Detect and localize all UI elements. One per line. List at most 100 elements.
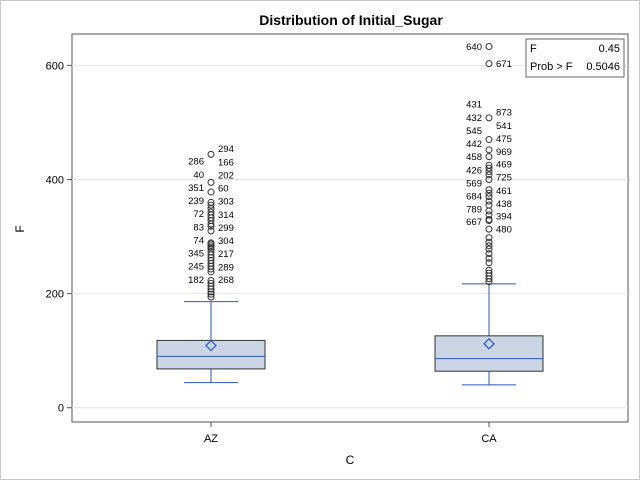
outlier-label: 461: [496, 186, 512, 197]
outlier-point: [207, 293, 215, 301]
outlier-point: [485, 114, 493, 122]
outlier-label: 268: [218, 275, 234, 286]
outlier-point: [485, 60, 493, 68]
outlier-point: [485, 269, 493, 277]
outlier-point: [485, 266, 493, 274]
outlier-label: 299: [218, 223, 234, 234]
outlier-label: 40: [193, 170, 204, 181]
outlier-point: [485, 193, 493, 201]
outlier-label: 432: [466, 113, 482, 124]
outlier-point: [485, 164, 493, 172]
outlier-point: [485, 250, 493, 258]
outlier-point: [485, 211, 493, 219]
stats-box-border: [525, 38, 625, 78]
outlier-label: 182: [188, 275, 204, 286]
outlier-point: [207, 276, 215, 284]
outlier-label: 442: [466, 139, 482, 150]
box-iqr: [434, 335, 544, 372]
outlier-point: [485, 242, 493, 250]
outlier-point: [207, 188, 215, 196]
x-tick-label: CA: [481, 433, 497, 445]
outlier-label: 438: [496, 199, 512, 210]
outlier-label: 431: [466, 100, 482, 111]
stats-value: 0.5046: [586, 61, 620, 73]
y-tick-label: 600: [46, 60, 64, 72]
outlier-point: [207, 239, 215, 247]
outlier-label: 72: [193, 209, 204, 220]
outlier-point: [485, 225, 493, 233]
y-tick-label: 400: [46, 175, 64, 187]
outlier-point: [207, 178, 215, 186]
outlier-label: 541: [496, 121, 512, 132]
outlier-point: [485, 153, 493, 161]
stats-box: F 0.45 Prob > F 0.5046: [525, 38, 625, 78]
outlier-point: [485, 215, 493, 223]
outlier-point: [207, 290, 215, 298]
outlier-label: 480: [496, 225, 512, 236]
outlier-label: 475: [496, 134, 512, 145]
outlier-label: 304: [218, 236, 234, 247]
outlier-point: [207, 201, 215, 209]
outlier-label: 345: [188, 249, 204, 260]
outlier-point: [485, 234, 493, 242]
x-tick-label: AZ: [204, 433, 218, 445]
outlier-label: 83: [193, 222, 204, 233]
outlier-point: [485, 197, 493, 205]
outlier-point: [485, 176, 493, 183]
y-tick-label: 200: [46, 289, 64, 301]
x-axis-label: C: [346, 453, 355, 467]
outlier-point: [485, 254, 493, 262]
outlier-point: [485, 136, 493, 144]
outlier-label: 426: [466, 165, 482, 176]
outlier-label: 469: [496, 160, 512, 171]
y-axis-label: F: [13, 225, 27, 232]
outlier-label: 725: [496, 173, 512, 184]
outlier-label: 671: [496, 59, 512, 70]
outlier-point: [207, 227, 215, 235]
outlier-point: [207, 198, 215, 206]
outlier-point: [485, 207, 493, 215]
outlier-label: 217: [218, 249, 234, 260]
outlier-label: 289: [218, 262, 234, 273]
outlier-point: [485, 146, 493, 154]
outlier-label: 969: [496, 147, 512, 158]
outlier-label: 74: [193, 235, 204, 246]
y-tick-label: 0: [58, 403, 64, 415]
outlier-point: [485, 238, 493, 246]
outlier-point: [207, 208, 215, 216]
outlier-label: 239: [188, 196, 204, 207]
chart-title: Distribution of Initial_Sugar: [259, 12, 443, 28]
outlier-label: 245: [188, 262, 204, 273]
outlier-label: 166: [218, 157, 234, 168]
outlier-label: 351: [188, 183, 204, 194]
outlier-point: [485, 161, 493, 169]
outlier-label: 286: [188, 157, 204, 168]
outlier-label: 60: [218, 184, 229, 195]
outlier-point: [485, 43, 493, 51]
outlier-point: [485, 171, 493, 179]
outlier-label: 789: [466, 205, 482, 216]
outlier-point: [207, 279, 215, 287]
outlier-label: 569: [466, 178, 482, 189]
outlier-label: 394: [496, 212, 512, 223]
outlier-label: 640: [466, 42, 482, 53]
outlier-label: 684: [466, 192, 482, 203]
outlier-point: [485, 189, 493, 197]
outlier-point: [485, 245, 493, 253]
outlier-point: [485, 201, 493, 209]
outlier-label: 873: [496, 108, 512, 119]
outlier-label: 667: [466, 217, 482, 228]
outlier-label: 545: [466, 126, 482, 137]
stats-value: 0.45: [599, 43, 620, 55]
mean-marker: [483, 337, 495, 350]
outlier-label: 458: [466, 152, 482, 163]
outlier-point: [485, 186, 493, 194]
outlier-label: 294: [218, 144, 234, 155]
outlier-label: 202: [218, 170, 234, 181]
stats-label: F: [530, 43, 537, 55]
outlier-label: 303: [218, 197, 234, 208]
outlier-point: [207, 150, 215, 158]
mean-marker: [205, 339, 217, 352]
